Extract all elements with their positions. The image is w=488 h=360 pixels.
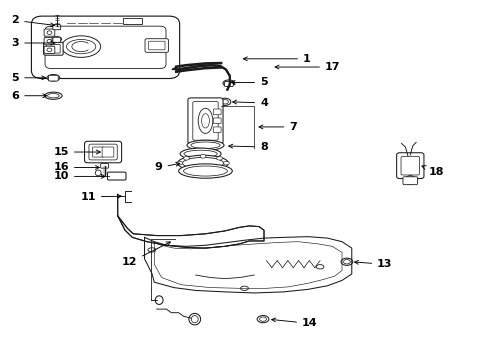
Ellipse shape bbox=[219, 98, 230, 105]
Ellipse shape bbox=[216, 166, 222, 170]
FancyBboxPatch shape bbox=[107, 172, 126, 180]
FancyBboxPatch shape bbox=[102, 147, 114, 157]
FancyBboxPatch shape bbox=[396, 153, 423, 179]
Ellipse shape bbox=[176, 161, 182, 165]
Ellipse shape bbox=[223, 80, 234, 86]
Ellipse shape bbox=[188, 314, 200, 325]
Ellipse shape bbox=[316, 265, 324, 269]
Text: 1: 1 bbox=[243, 54, 310, 64]
Ellipse shape bbox=[177, 155, 228, 171]
Ellipse shape bbox=[257, 316, 268, 323]
Text: 12: 12 bbox=[122, 242, 170, 267]
FancyBboxPatch shape bbox=[224, 81, 233, 86]
FancyBboxPatch shape bbox=[43, 42, 63, 55]
Ellipse shape bbox=[221, 100, 228, 104]
Ellipse shape bbox=[200, 168, 205, 172]
Ellipse shape bbox=[340, 258, 352, 265]
Text: 10: 10 bbox=[54, 171, 105, 181]
Ellipse shape bbox=[148, 248, 156, 252]
Ellipse shape bbox=[240, 286, 248, 291]
Ellipse shape bbox=[198, 108, 212, 134]
Text: 16: 16 bbox=[53, 162, 99, 172]
FancyBboxPatch shape bbox=[89, 144, 117, 160]
Text: 8: 8 bbox=[228, 142, 267, 152]
Text: 5: 5 bbox=[12, 73, 45, 83]
FancyBboxPatch shape bbox=[44, 29, 55, 36]
FancyBboxPatch shape bbox=[148, 41, 164, 50]
Ellipse shape bbox=[47, 94, 59, 98]
Text: 5: 5 bbox=[231, 77, 267, 87]
Ellipse shape bbox=[216, 157, 222, 160]
Polygon shape bbox=[172, 67, 177, 69]
Ellipse shape bbox=[52, 37, 61, 41]
Text: 18: 18 bbox=[421, 166, 444, 177]
FancyBboxPatch shape bbox=[84, 141, 122, 163]
Text: 11: 11 bbox=[80, 192, 121, 202]
Ellipse shape bbox=[47, 75, 60, 81]
Bar bbox=[122, 18, 142, 24]
Ellipse shape bbox=[183, 166, 227, 176]
FancyBboxPatch shape bbox=[46, 44, 60, 53]
Text: 9: 9 bbox=[154, 162, 180, 172]
FancyBboxPatch shape bbox=[45, 26, 165, 68]
FancyBboxPatch shape bbox=[400, 156, 419, 175]
Text: 14: 14 bbox=[271, 318, 317, 328]
FancyBboxPatch shape bbox=[44, 46, 55, 53]
Ellipse shape bbox=[47, 48, 52, 51]
FancyBboxPatch shape bbox=[187, 98, 223, 144]
Text: 13: 13 bbox=[354, 259, 392, 269]
Ellipse shape bbox=[183, 157, 189, 160]
FancyBboxPatch shape bbox=[213, 118, 221, 124]
Ellipse shape bbox=[155, 296, 163, 305]
Polygon shape bbox=[144, 237, 351, 293]
Text: 2: 2 bbox=[11, 15, 54, 27]
Ellipse shape bbox=[190, 142, 220, 148]
FancyBboxPatch shape bbox=[101, 163, 108, 168]
Ellipse shape bbox=[343, 260, 349, 264]
Ellipse shape bbox=[47, 31, 52, 35]
FancyBboxPatch shape bbox=[31, 16, 179, 78]
Text: 3: 3 bbox=[12, 38, 54, 48]
FancyBboxPatch shape bbox=[145, 39, 168, 52]
FancyBboxPatch shape bbox=[53, 37, 61, 42]
Ellipse shape bbox=[223, 161, 229, 165]
FancyBboxPatch shape bbox=[92, 147, 104, 157]
Ellipse shape bbox=[53, 24, 61, 29]
FancyBboxPatch shape bbox=[402, 177, 417, 185]
Ellipse shape bbox=[201, 114, 209, 128]
Ellipse shape bbox=[66, 40, 96, 54]
Ellipse shape bbox=[186, 140, 224, 150]
Ellipse shape bbox=[61, 36, 101, 57]
Ellipse shape bbox=[259, 317, 266, 321]
Ellipse shape bbox=[182, 157, 223, 169]
FancyBboxPatch shape bbox=[48, 75, 58, 81]
Ellipse shape bbox=[178, 164, 232, 178]
Text: 17: 17 bbox=[275, 62, 340, 72]
Ellipse shape bbox=[183, 166, 189, 170]
FancyBboxPatch shape bbox=[44, 38, 55, 45]
Text: 15: 15 bbox=[54, 147, 100, 157]
Polygon shape bbox=[118, 194, 264, 248]
FancyBboxPatch shape bbox=[53, 25, 61, 30]
Text: 6: 6 bbox=[11, 91, 46, 101]
Ellipse shape bbox=[405, 176, 414, 184]
Text: 7: 7 bbox=[259, 122, 297, 132]
Ellipse shape bbox=[191, 316, 198, 323]
Ellipse shape bbox=[95, 170, 101, 176]
Ellipse shape bbox=[200, 154, 205, 158]
Ellipse shape bbox=[47, 40, 52, 43]
Ellipse shape bbox=[180, 148, 221, 159]
FancyBboxPatch shape bbox=[192, 102, 218, 140]
FancyBboxPatch shape bbox=[213, 127, 221, 133]
Text: 4: 4 bbox=[232, 98, 267, 108]
FancyBboxPatch shape bbox=[213, 109, 221, 115]
Ellipse shape bbox=[44, 92, 62, 99]
Ellipse shape bbox=[183, 150, 217, 157]
